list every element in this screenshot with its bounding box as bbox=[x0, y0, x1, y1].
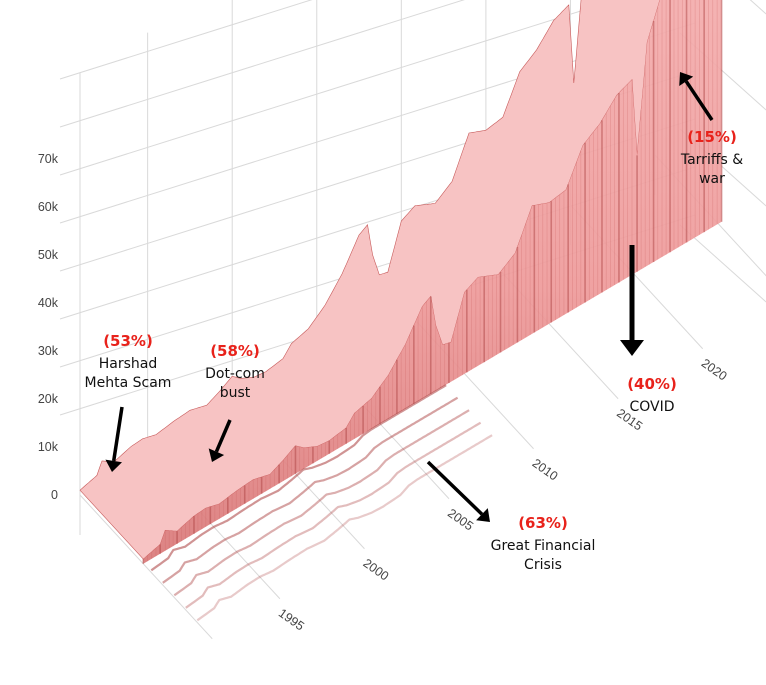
arrow-head bbox=[476, 508, 490, 522]
y-tick-label: 30k bbox=[38, 344, 59, 358]
grid-line-horizontal bbox=[59, 0, 465, 128]
y-tick-label: 10k bbox=[38, 440, 59, 454]
annotation-layer: (53%) Harshad Mehta Scam (58%) Dot-com bust (6… bbox=[85, 72, 743, 573]
grid-line-floor bbox=[79, 494, 213, 640]
annotation-tariffs-pct: (15%) bbox=[687, 128, 737, 146]
x-tick-label: 2010 bbox=[530, 456, 561, 483]
arrow-shaft bbox=[111, 406, 124, 462]
x-tick-label: 2000 bbox=[360, 556, 391, 583]
annotation-gfc-label: Great Financial bbox=[491, 538, 596, 554]
surface-top bbox=[79, 0, 661, 560]
annotation-harshad-pct: (53%) bbox=[103, 332, 153, 350]
surface-floor-wave bbox=[185, 421, 482, 609]
annotation-gfc-label: Crisis bbox=[524, 557, 562, 573]
x-tick-label: 1995 bbox=[276, 606, 307, 633]
annotation-dotcom-label: bust bbox=[220, 385, 251, 401]
annotation-tariffs-label: war bbox=[699, 171, 725, 187]
annotation-dotcom-pct: (58%) bbox=[210, 342, 260, 360]
grid-line-horizontal bbox=[59, 0, 313, 80]
y-tick-label: 0 bbox=[51, 488, 58, 502]
annotation-harshad-label: Mehta Scam bbox=[85, 375, 172, 391]
x-tick-label: 2020 bbox=[699, 356, 730, 383]
y-tick-label: 20k bbox=[38, 392, 59, 406]
annotation-dotcom-label: Dot-com bbox=[205, 366, 265, 382]
arrow-head bbox=[679, 72, 694, 86]
arrow-head bbox=[208, 448, 225, 462]
annotation-harshad-label: Harshad bbox=[99, 356, 158, 372]
y-tick-label: 60k bbox=[38, 200, 59, 214]
annotation-covid-label: COVID bbox=[629, 399, 674, 415]
arrow-shaft bbox=[684, 80, 714, 121]
annotation-tariffs-label: Tarriffs & bbox=[680, 152, 743, 168]
surface-floor-wave bbox=[196, 434, 493, 622]
axis-layer: 0 10k 20k 30k 40k 50k 60k 70k 1995 2000 2005 2010 20… bbox=[38, 152, 730, 633]
surface-floor-wave bbox=[173, 409, 470, 597]
surface-front bbox=[143, 0, 722, 564]
surface-floor-wave bbox=[162, 396, 459, 584]
x-tick-label: 2005 bbox=[445, 506, 476, 533]
surface-floor-wave bbox=[150, 384, 447, 572]
y-tick-label: 50k bbox=[38, 248, 59, 262]
arrow-head bbox=[105, 459, 123, 472]
arrow-head bbox=[620, 340, 644, 356]
y-tick-label: 70k bbox=[38, 152, 59, 166]
annotation-covid-pct: (40%) bbox=[627, 375, 677, 393]
surface-layer bbox=[79, 0, 723, 622]
arrow-shaft bbox=[214, 419, 232, 453]
arrow-shaft bbox=[426, 460, 484, 516]
grid-line-wall bbox=[679, 224, 766, 303]
annotation-gfc-pct: (63%) bbox=[518, 514, 568, 532]
y-tick-label: 40k bbox=[38, 296, 59, 310]
